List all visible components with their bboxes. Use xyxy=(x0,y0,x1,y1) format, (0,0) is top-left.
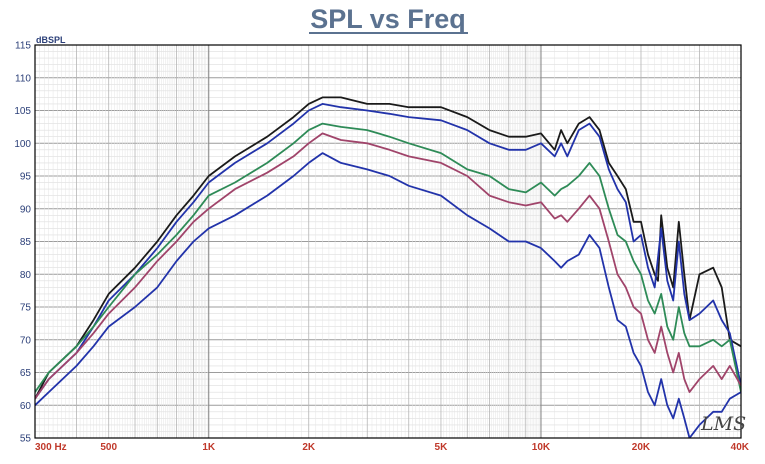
y-tick-label: 70 xyxy=(20,335,32,346)
y-tick-label: 80 xyxy=(20,270,32,281)
x-tick-label: 300 Hz xyxy=(35,442,67,453)
y-tick-label: 115 xyxy=(15,41,31,52)
y-tick-label: 75 xyxy=(20,303,32,314)
series-line-5 xyxy=(35,152,741,438)
x-tick-label: 20K xyxy=(632,442,651,453)
x-tick-label: 2K xyxy=(302,442,316,453)
x-tick-label: 40K xyxy=(731,442,750,453)
x-tick-labels: 300 Hz 500 1K 2K 5K 10K 20K 40K xyxy=(35,442,750,453)
y-tick-label: 85 xyxy=(20,237,32,248)
series-lines xyxy=(35,96,741,438)
y-tick-labels: 55 60 65 70 75 80 85 90 95 100 105 110 115 xyxy=(14,41,31,445)
x-tick-label: 1K xyxy=(202,442,216,453)
series-line-2 xyxy=(35,103,741,400)
x-tick-label: 500 xyxy=(100,442,117,453)
y-tick-label: 60 xyxy=(20,401,32,412)
series-line-1 xyxy=(35,96,741,400)
chart-title: SPL vs Freq xyxy=(310,4,466,34)
y-tick-label: 105 xyxy=(14,106,31,117)
y-tick-label: 95 xyxy=(20,172,32,183)
y-tick-label: 90 xyxy=(20,204,32,215)
y-tick-label: 110 xyxy=(15,73,31,84)
y-tick-label: 100 xyxy=(14,139,31,150)
y-axis-label: dBSPL xyxy=(36,35,66,45)
series-line-3 xyxy=(35,122,741,393)
series-line-4 xyxy=(35,132,741,400)
lms-logo: LMS xyxy=(700,413,746,435)
y-tick-label: 65 xyxy=(20,368,32,379)
plot-frame xyxy=(34,44,742,439)
y-tick-label: 55 xyxy=(20,434,32,445)
x-tick-label: 10K xyxy=(532,442,551,453)
x-tick-label: 5K xyxy=(435,442,449,453)
